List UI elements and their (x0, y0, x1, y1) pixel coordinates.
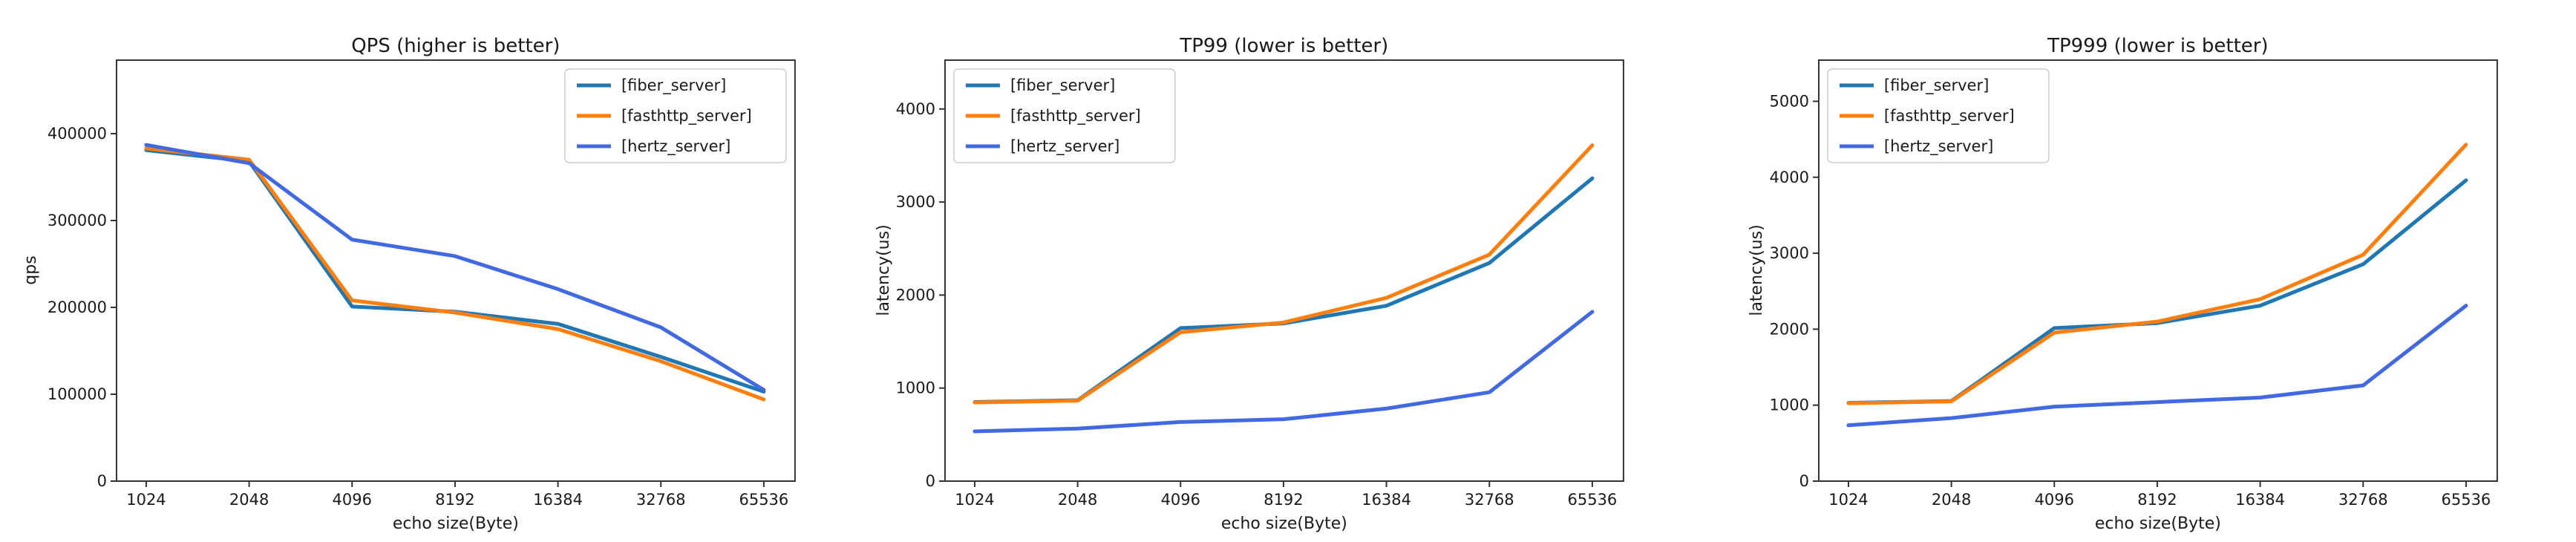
y-tick-label: 0 (97, 472, 107, 490)
x-tick-label: 2048 (1932, 491, 1971, 509)
axes-spines (944, 59, 1624, 482)
legend-label-fiber_server: [fiber_server] (1884, 76, 1989, 95)
legend-label-hertz_server: [hertz_server] (1884, 137, 1993, 156)
x-tick-label: 2048 (1058, 491, 1097, 509)
x-tick-label: 65536 (2442, 491, 2491, 509)
x-tick-label: 16384 (1361, 491, 1411, 509)
series-line-hertz_server (972, 310, 1595, 434)
x-tick-label: 4096 (1160, 491, 1200, 509)
x-axis-label: echo size(Byte) (2095, 515, 2221, 533)
legend: [fiber_server] [fasthttp_server] [hertz_se… (1827, 68, 2050, 163)
x-tick-label: 32768 (1465, 491, 1514, 509)
y-tick-label: 0 (925, 472, 935, 490)
chart-qps: QPS (higher is better) echo size(Byte) q… (0, 0, 859, 542)
x-tick-label: 1024 (1829, 491, 1869, 509)
x-tick-label: 32768 (2338, 491, 2388, 509)
x-tick-label: 2048 (229, 491, 269, 509)
plot-area: 0 1000 2000 3000 4000 5000 1024 2048 4096 8192 163… (1770, 59, 2499, 509)
chart-tp99: TP99 (lower is better) echo size(Byte) l… (859, 0, 1718, 542)
y-tick-label: 300000 (48, 212, 107, 229)
x-tick-label: 32768 (636, 491, 686, 509)
legend-label-fasthttp_server: [fasthttp_server] (621, 107, 752, 125)
plot-area: 0 1000 2000 3000 4000 1024 2048 4096 8192 16384 32… (895, 59, 1624, 509)
x-tick-label: 8192 (1264, 491, 1303, 509)
chart-qps-canvas: QPS (higher is better) echo size(Byte) q… (22, 35, 796, 533)
x-axis-label: echo size(Byte) (1221, 515, 1347, 533)
y-tick-label: 3000 (1770, 244, 1809, 262)
x-tick-label: 4096 (333, 491, 372, 509)
x-tick-label: 65536 (1567, 491, 1617, 509)
x-tick-label: 65536 (739, 491, 789, 509)
chart-title: TP999 (lower is better) (2047, 35, 2268, 57)
x-tick-label: 16384 (533, 491, 583, 509)
series-line-fasthttp_server (144, 146, 766, 402)
y-tick-label: 2000 (895, 286, 935, 304)
y-tick-label: 4000 (895, 100, 935, 118)
y-tick-label: 1000 (895, 379, 935, 397)
legend-label-fiber_server: [fiber_server] (1010, 76, 1115, 95)
chart-tp99-canvas: TP99 (lower is better) echo size(Byte) l… (875, 35, 1624, 533)
legend-box (952, 68, 1176, 163)
chart-tp999: TP999 (lower is better) echo size(Byte) … (1717, 0, 2576, 542)
x-axis-label: echo size(Byte) (393, 515, 519, 533)
chart-title: TP99 (lower is better) (1179, 35, 1388, 57)
legend-label-fiber_server: [fiber_server] (621, 76, 726, 95)
y-tick-label: 200000 (48, 298, 107, 316)
axes-spines (1818, 59, 2499, 482)
series-line-fasthttp_server (1846, 143, 2468, 405)
legend-label-fasthttp_server: [fasthttp_server] (1010, 107, 1141, 125)
y-tick-label: 5000 (1770, 92, 1809, 110)
x-tick-label: 8192 (2138, 491, 2177, 509)
y-axis-label: latency(us) (1748, 224, 1766, 316)
x-tick-label: 16384 (2236, 491, 2286, 509)
legend-box (1827, 68, 2050, 163)
legend-label-hertz_server: [hertz_server] (1010, 137, 1119, 156)
legend-box (564, 68, 787, 163)
y-tick-label: 2000 (1770, 320, 1809, 338)
series-line-hertz_server (144, 143, 766, 392)
legend-label-fasthttp_server: [fasthttp_server] (1884, 107, 2015, 125)
x-tick-label: 8192 (435, 491, 474, 509)
x-tick-label: 1024 (955, 491, 994, 509)
y-tick-label: 0 (1799, 472, 1809, 490)
y-axis-label: latency(us) (875, 224, 893, 316)
x-tick-label: 4096 (2035, 491, 2074, 509)
y-tick-label: 4000 (1770, 169, 1809, 186)
legend: [fiber_server] [fasthttp_server] [hertz_se… (564, 68, 787, 163)
x-tick-label: 1024 (126, 491, 166, 509)
series-line-fasthttp_server (972, 143, 1595, 405)
y-tick-label: 100000 (48, 385, 107, 403)
chart-tp999-canvas: TP999 (lower is better) echo size(Byte) … (1748, 35, 2499, 533)
series-line-hertz_server (1846, 304, 2468, 428)
legend-label-hertz_server: [hertz_server] (621, 137, 730, 156)
legend: [fiber_server] [fasthttp_server] [hertz_se… (952, 68, 1176, 163)
series-line-fiber_server (1846, 178, 2468, 405)
y-tick-label: 3000 (895, 193, 935, 211)
y-axis-label: qps (22, 255, 40, 284)
y-tick-label: 400000 (48, 125, 107, 143)
series-line-fiber_server (144, 148, 766, 394)
y-tick-label: 1000 (1770, 396, 1809, 414)
series-line-fiber_server (972, 176, 1595, 404)
plot-area: 0 100000 200000 300000 400000 1024 2048 4096 819… (48, 59, 796, 509)
chart-title: QPS (higher is better) (351, 35, 560, 57)
